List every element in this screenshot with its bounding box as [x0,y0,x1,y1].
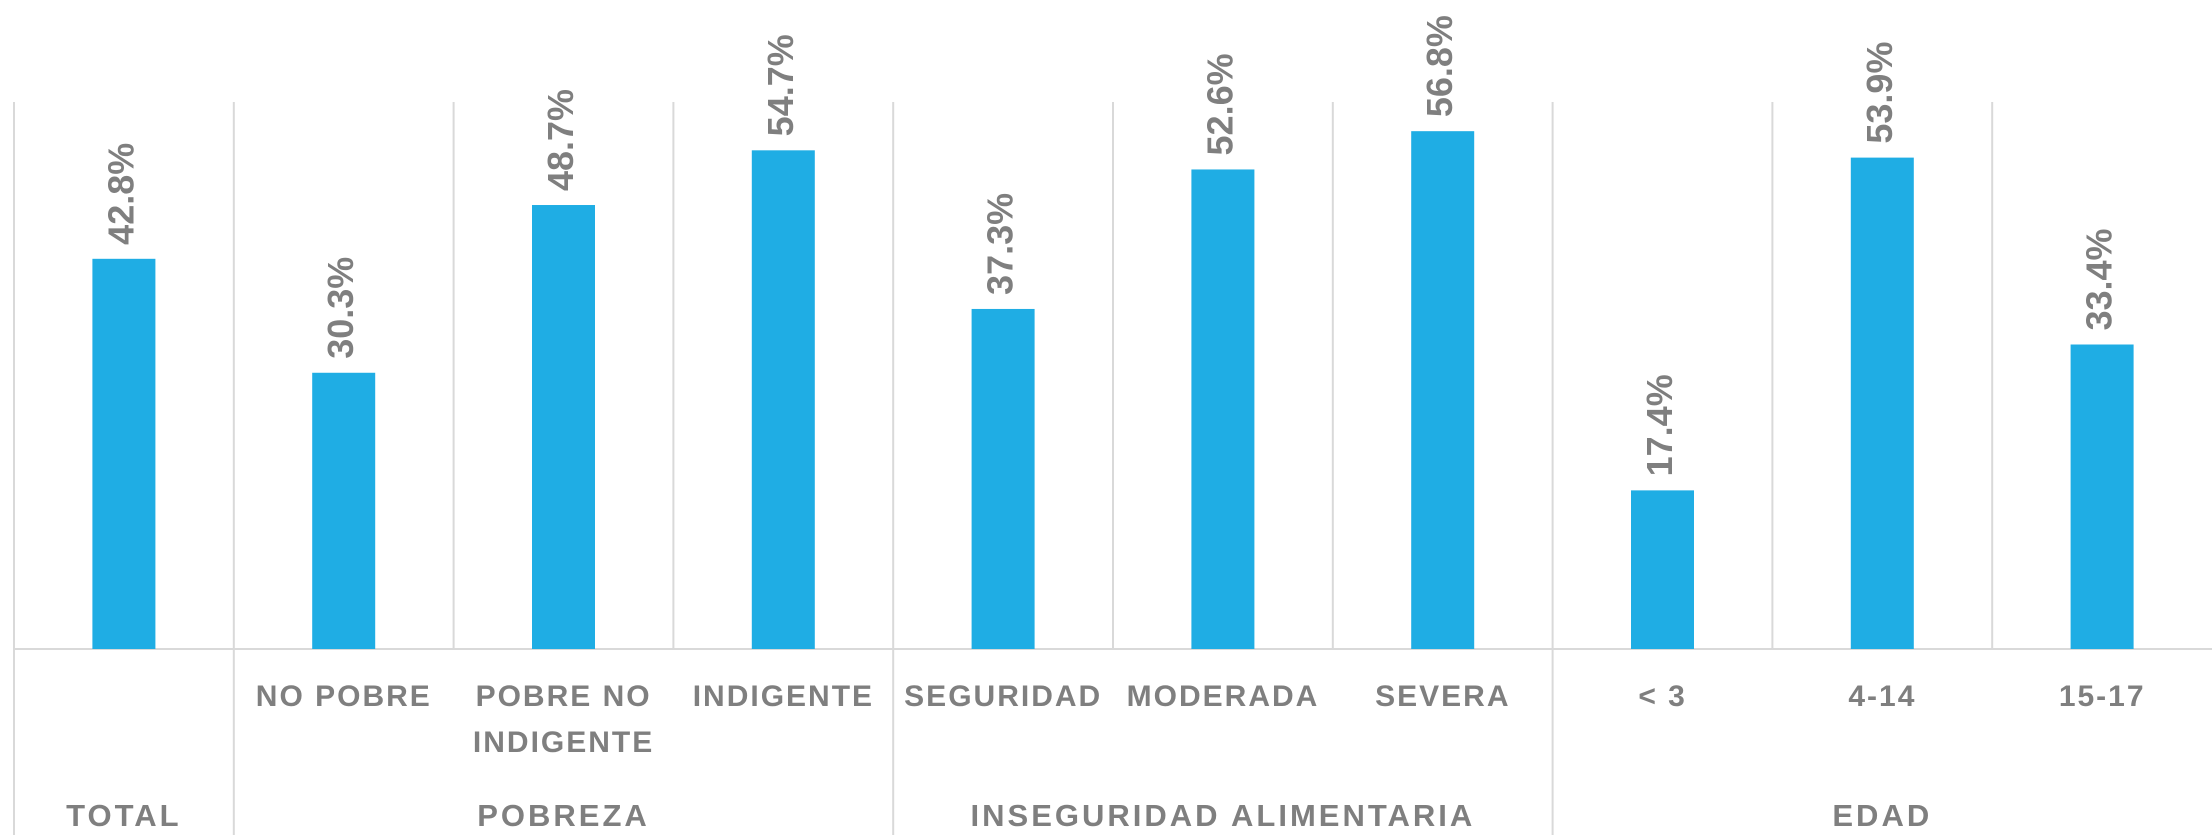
value-label: 56.8% [1419,15,1460,117]
bar [92,258,156,649]
value-label: 42.8% [100,143,141,245]
group-label: TOTAL [66,798,181,833]
value-label: 30.3% [320,257,361,359]
value-label: 54.7% [760,34,801,136]
bar [532,205,595,650]
bar [312,372,376,649]
group-label: INSEGURIDAD ALIMENTARIA [971,798,1476,833]
bar [971,308,1035,649]
bar [1631,490,1694,649]
category-label: MODERADA [1126,680,1320,713]
value-label: 33.4% [2079,228,2120,330]
value-label: 53.9% [1859,42,1900,144]
value-label: 48.7% [540,89,581,191]
category-label: NO POBRE [255,680,432,713]
category-label: POBRE NO INDIGENTE [472,680,655,759]
category-label: SEVERA [1375,680,1511,713]
category-label: 15-17 [2058,680,2146,713]
bar [1850,157,1914,649]
category-label: < 3 [1638,680,1687,713]
bar [751,150,815,649]
category-label: 4-14 [1848,680,1917,713]
value-label: 37.3% [980,193,1021,295]
bar [1411,131,1475,649]
value-label: 17.4% [1639,374,1680,476]
bar [1191,169,1255,650]
category-label: SEGURIDAD [904,680,1103,713]
bar [2070,344,2134,649]
category-label: INDIGENTE [692,680,875,713]
group-label: POBREZA [477,798,650,833]
value-label: 52.6% [1199,53,1240,155]
group-label: EDAD [1832,798,1932,833]
